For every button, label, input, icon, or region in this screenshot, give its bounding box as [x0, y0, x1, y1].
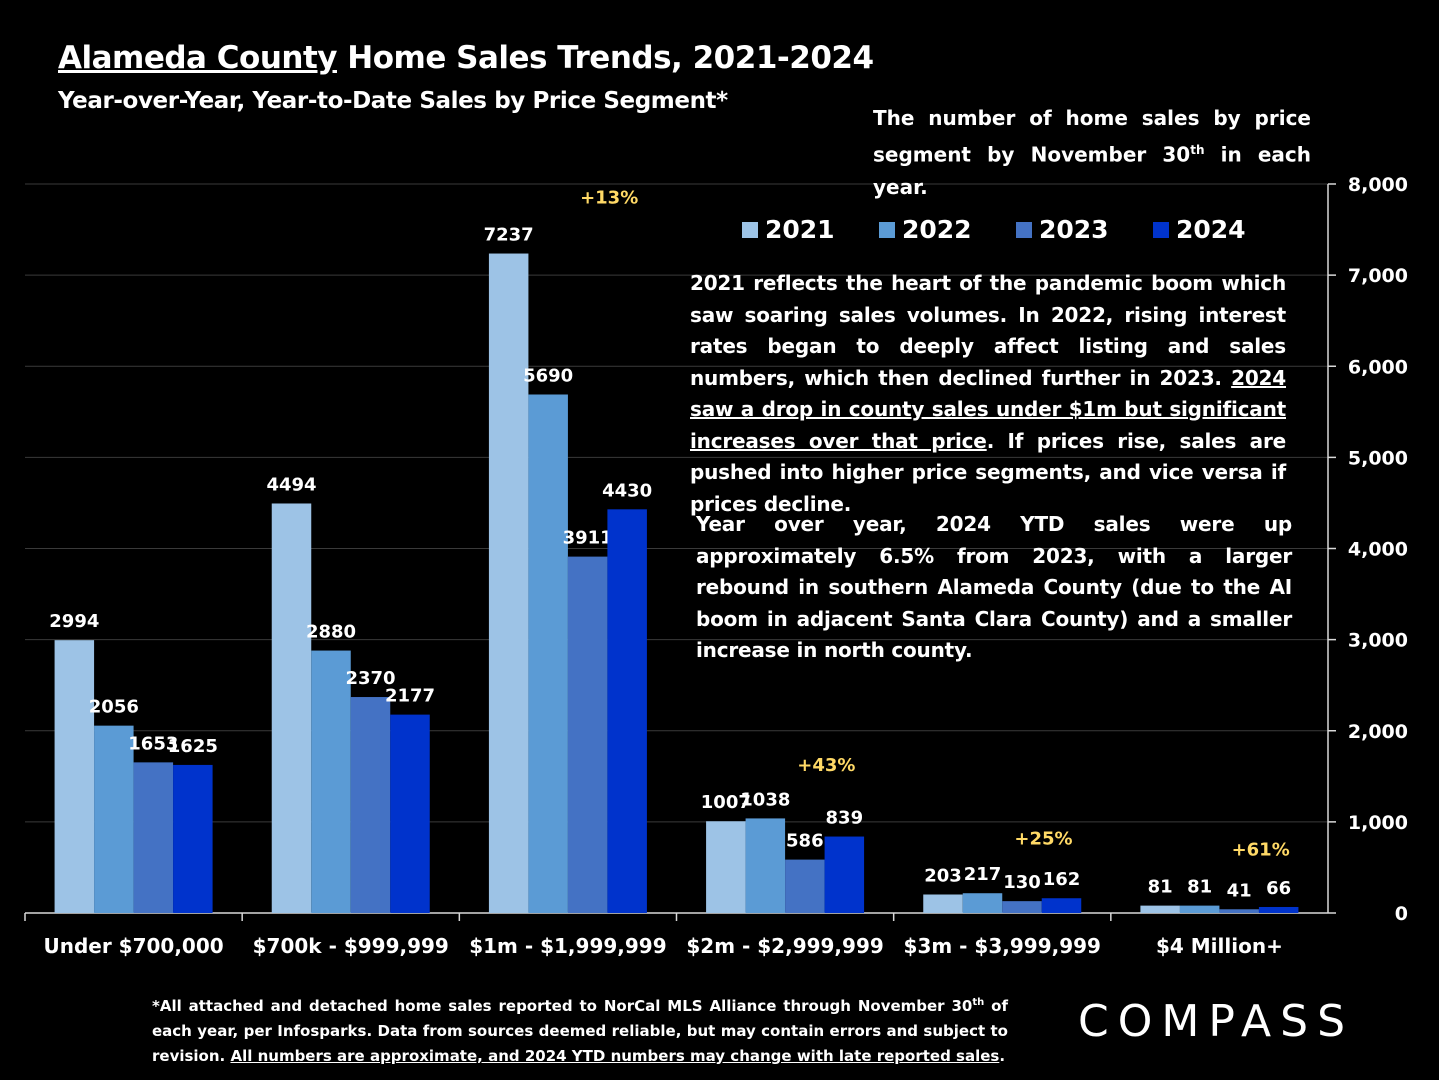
- data-label: 1653: [128, 733, 178, 754]
- bar: [271, 503, 312, 913]
- para1-b: . If prices rise, sales are pushed into …: [690, 428, 1287, 516]
- data-label: 81: [1187, 877, 1212, 898]
- bar: [133, 762, 174, 913]
- legend-label: 2022: [902, 215, 972, 244]
- data-label: 7237: [484, 225, 534, 246]
- bar: [1258, 906, 1299, 913]
- data-label: 3911: [563, 528, 613, 549]
- data-label: 203: [924, 866, 962, 887]
- bar: [173, 764, 213, 913]
- footnote-a: *All attached and detached home sales re…: [152, 997, 973, 1015]
- page-title: Alameda County Home Sales Trends, 2021-2…: [58, 40, 874, 76]
- top-note-b: in each year.: [873, 142, 1311, 199]
- x-tick-label: $700k - $999,999: [253, 934, 449, 958]
- bar: [1140, 905, 1180, 913]
- y-tick-label: 2,000: [1348, 721, 1408, 743]
- y-tick-label: 8,000: [1348, 174, 1408, 196]
- bar: [706, 821, 746, 913]
- data-label: 217: [964, 864, 1002, 885]
- footnote-c: .: [999, 1047, 1006, 1065]
- para1-underlined: 2024 saw a drop in county sales under $1…: [690, 365, 1286, 453]
- footnote-sup: th: [972, 997, 985, 1008]
- y-tick-label: 4,000: [1348, 539, 1408, 561]
- bar: [311, 650, 351, 913]
- data-label: 2370: [345, 668, 395, 689]
- bar: [350, 697, 391, 913]
- data-label: 839: [826, 808, 864, 829]
- top-note-sup: th: [1190, 143, 1205, 157]
- data-label: 1007: [701, 792, 751, 813]
- bar: [567, 556, 608, 913]
- para1-a: 2021 reflects the heart of the pandemic …: [690, 271, 1286, 390]
- data-label: 162: [1043, 869, 1081, 890]
- title-county: Alameda County: [58, 40, 337, 76]
- bar: [785, 859, 825, 913]
- x-tick-label: $2m - $2,999,999: [686, 934, 883, 958]
- data-label: 586: [786, 831, 824, 852]
- bar: [94, 725, 134, 913]
- y-tick-label: 1,000: [1348, 812, 1408, 834]
- footnote-b: of each year, per Infosparks. Data from …: [152, 997, 1008, 1065]
- x-tick-label: $1m - $1,999,999: [469, 934, 666, 958]
- bar: [923, 894, 963, 913]
- y-tick-label: 5,000: [1348, 447, 1408, 469]
- bar: [1041, 898, 1082, 913]
- data-label: 1038: [740, 789, 790, 810]
- bar: [1179, 905, 1220, 913]
- x-tick-label: $3m - $3,999,999: [904, 934, 1101, 958]
- bar: [962, 893, 1003, 913]
- commentary-paragraph-1: 2021 reflects the heart of the pandemic …: [690, 268, 1286, 520]
- change-annotation: +43%: [797, 755, 855, 776]
- y-tick-label: 7,000: [1348, 265, 1408, 287]
- footnote-underlined: All numbers are approximate, and 2024 YT…: [230, 1047, 1000, 1065]
- bar: [745, 818, 786, 913]
- data-label: 41: [1227, 880, 1252, 901]
- change-annotation: +61%: [1232, 840, 1290, 861]
- bar: [390, 714, 430, 913]
- data-label: 2994: [49, 611, 99, 632]
- commentary-paragraph-2: Year over year, 2024 YTD sales were up a…: [696, 512, 1292, 662]
- change-annotation: +13%: [580, 188, 638, 209]
- legend-swatch: [1153, 222, 1169, 238]
- legend-swatch: [879, 222, 895, 238]
- data-label: 1625: [168, 736, 218, 757]
- legend-swatch: [1016, 222, 1032, 238]
- x-tick-label: $4 Million+: [1156, 934, 1283, 958]
- data-label: 5690: [523, 365, 573, 386]
- bar: [607, 509, 647, 913]
- data-label: 81: [1148, 877, 1173, 898]
- bar: [824, 836, 865, 913]
- data-label: 130: [1003, 872, 1041, 893]
- data-label: 2880: [306, 622, 356, 643]
- top-note-a: The number of home sales by price segmen…: [873, 106, 1311, 167]
- compass-logo: COMPASS: [1078, 996, 1354, 1047]
- top-note: The number of home sales by price segmen…: [873, 102, 1311, 203]
- y-tick-label: 3,000: [1348, 630, 1408, 652]
- data-label: 2177: [385, 686, 435, 707]
- y-tick-label: 0: [1395, 903, 1408, 925]
- bar: [1002, 901, 1042, 913]
- title-rest: Home Sales Trends, 2021-2024: [336, 40, 874, 76]
- x-tick-label: Under $700,000: [43, 934, 223, 958]
- bar: [488, 253, 529, 913]
- page-subtitle: Year-over-Year, Year-to-Date Sales by Pr…: [58, 88, 728, 114]
- legend-label: 2024: [1176, 215, 1246, 244]
- change-annotation: +25%: [1014, 829, 1072, 850]
- legend-label: 2023: [1039, 215, 1109, 244]
- data-label: 66: [1266, 878, 1291, 899]
- data-label: 4494: [266, 474, 316, 495]
- y-tick-label: 6,000: [1348, 356, 1408, 378]
- legend-label: 2021: [765, 215, 835, 244]
- bar: [1219, 909, 1259, 913]
- legend-swatch: [742, 222, 758, 238]
- data-label: 2056: [89, 697, 139, 718]
- footnote: *All attached and detached home sales re…: [152, 990, 1008, 1069]
- bar: [528, 394, 568, 913]
- data-label: 4430: [602, 480, 652, 501]
- bar: [54, 640, 95, 913]
